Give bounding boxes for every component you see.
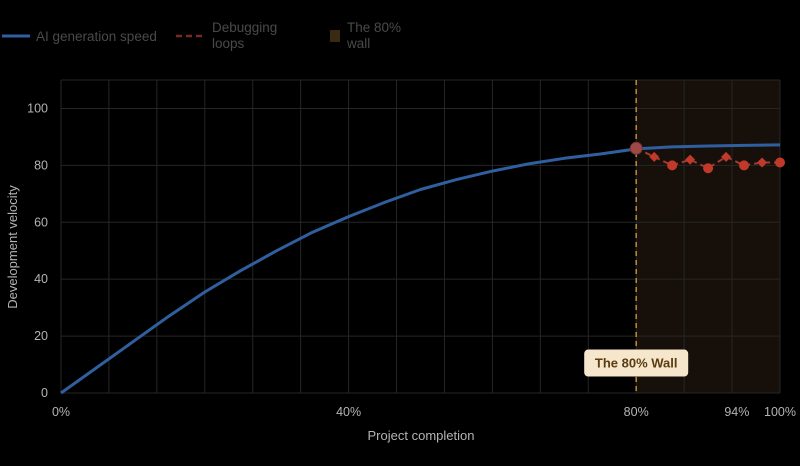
legend-label-debugging-loops: Debugging loops: [212, 20, 281, 51]
legend-item-80-wall[interactable]: The 80% wall: [330, 20, 405, 51]
x-tick-label: 40%: [336, 405, 361, 419]
legend-label-80-wall: The 80% wall: [346, 20, 405, 51]
annotation-layer: The 80% Wall: [584, 349, 689, 377]
x-tick-label: 94%: [724, 405, 749, 419]
annotation-box: [584, 349, 689, 377]
data-point-debugging-loops: [739, 160, 750, 171]
data-point-debugging-loops: [629, 141, 643, 155]
y-tick-label: 20: [34, 329, 48, 343]
legend-swatch-80-wall: [330, 30, 340, 42]
y-tick-labels: 0 20 40 60 80 100: [27, 101, 48, 400]
y-tick-label: 0: [41, 386, 48, 400]
x-axis-title: Project completion: [368, 428, 475, 443]
series-line-ai-generation-speed: [60, 143, 781, 395]
x-tick-label: 100%: [764, 405, 796, 419]
data-point-debugging-loops: [685, 154, 696, 165]
legend-item-debugging-loops[interactable]: Debugging loops: [176, 20, 281, 51]
data-point-debugging-loops: [667, 160, 678, 171]
y-tick-label: 100: [27, 101, 48, 115]
data-point-debugging-loops: [703, 163, 714, 174]
series-layer: [60, 141, 785, 395]
x-tick-label: 0%: [52, 405, 70, 419]
wall-region-0: [636, 80, 780, 393]
grid-layer: [60, 79, 781, 394]
x-tick-label: 80%: [624, 405, 649, 419]
data-point-debugging-loops: [757, 157, 768, 168]
legend[interactable]: AI generation speed Debugging loops The …: [2, 20, 405, 51]
legend-label-ai-generation-speed: AI generation speed: [36, 29, 157, 44]
y-tick-label: 60: [34, 215, 48, 229]
legend-item-ai-generation-speed[interactable]: AI generation speed: [2, 29, 157, 44]
x-tick-labels: 0% 40% 80% 94% 100%: [52, 405, 796, 419]
annotation-80-wall: The 80% Wall: [584, 349, 689, 377]
y-axis-title: Development velocity: [5, 185, 20, 309]
data-point-debugging-loops: [649, 151, 660, 162]
wall-region-layer: [636, 80, 780, 393]
series-line-debugging-loops: [635, 147, 780, 170]
y-tick-label: 40: [34, 272, 48, 286]
annotation-label: The 80% Wall: [595, 356, 678, 371]
y-tick-label: 80: [34, 158, 48, 172]
data-point-debugging-loops: [775, 157, 785, 168]
data-point-debugging-loops: [721, 151, 732, 162]
